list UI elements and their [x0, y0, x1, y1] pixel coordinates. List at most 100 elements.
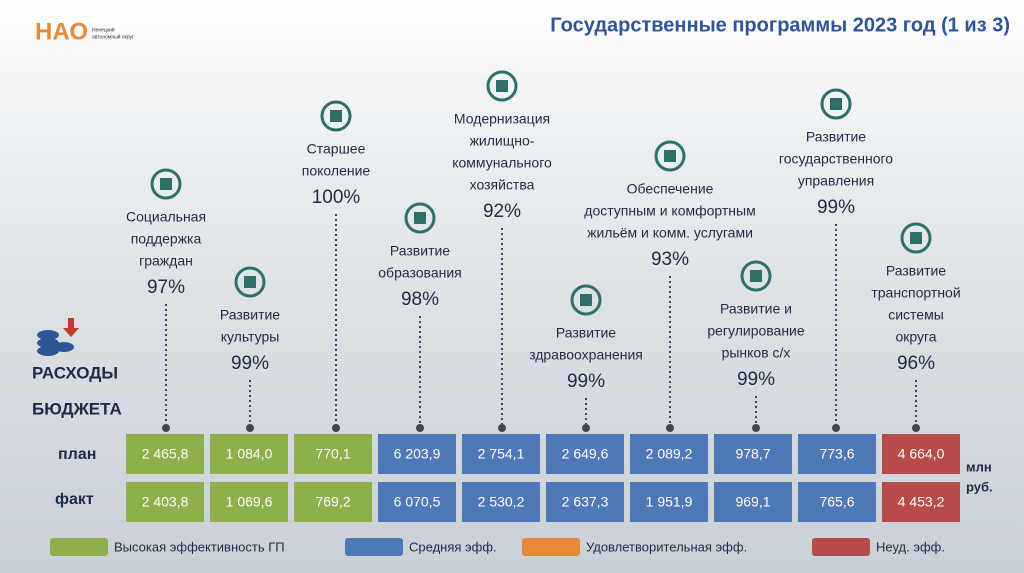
value-text: 770,1 [315, 446, 350, 462]
value-text: 6 203,9 [394, 446, 441, 462]
value-cell [546, 482, 624, 522]
leader-dot [832, 424, 840, 432]
value-cell [798, 434, 876, 474]
program-icon [160, 178, 172, 190]
value-cell [714, 434, 792, 474]
leader-dot [332, 424, 340, 432]
program-icon [414, 212, 426, 224]
value-cell [126, 434, 204, 474]
value-text: 2 403,8 [142, 494, 189, 510]
program-percent: 99% [817, 197, 855, 218]
value-text: 6 070,5 [394, 494, 441, 510]
program-name: доступным и комфортным [584, 203, 755, 219]
logo-subtitle: автономный округ [92, 33, 134, 40]
value-cell [378, 482, 456, 522]
program-percent: 100% [312, 187, 361, 208]
value-cell [798, 482, 876, 522]
program-percent: 99% [567, 371, 605, 392]
program-name: здравоохранения [529, 347, 643, 363]
leader-dot [246, 424, 254, 432]
value-text: 4 664,0 [898, 446, 945, 462]
program-icon [820, 88, 852, 120]
value-text: 765,6 [819, 494, 854, 510]
program-icon [496, 80, 508, 92]
program-name: Развитие [556, 325, 616, 341]
value-text: 2 089,2 [646, 446, 693, 462]
value-text: 2 649,6 [562, 446, 609, 462]
program-icon [740, 260, 772, 292]
program-icon [910, 232, 922, 244]
legend-swatch [345, 538, 403, 556]
program-icon [150, 168, 182, 200]
program-icon [664, 150, 676, 162]
program-name: Развитие [886, 263, 946, 279]
program-name: культуры [221, 329, 280, 345]
program-name: Развитие [806, 129, 866, 145]
program-name: поддержка [131, 231, 202, 247]
value-text: 1 951,9 [646, 494, 693, 510]
value-text: 2 465,8 [142, 446, 189, 462]
title: Государственные программы 2023 год (1 из… [550, 14, 1010, 36]
legend-label: Удовлетворительная эфф. [586, 539, 747, 554]
program-icon [330, 110, 342, 122]
unit: млн [966, 459, 992, 474]
program-name: хозяйства [470, 177, 535, 193]
program-name: коммунального [452, 155, 552, 171]
row-label: план [58, 446, 96, 463]
program-name: государственного [779, 151, 893, 167]
logo-mark: НАО [35, 18, 88, 45]
legend-swatch [812, 538, 870, 556]
program-name: системы [888, 307, 944, 323]
value-text: 1 069,6 [226, 494, 273, 510]
value-text: 769,2 [315, 494, 350, 510]
program-percent: 99% [737, 369, 775, 390]
row-label: факт [55, 491, 94, 508]
value-cell [462, 482, 540, 522]
leader-dot [498, 424, 506, 432]
program-name: поколение [302, 163, 371, 179]
program-icon [404, 202, 436, 234]
program-icon [900, 222, 932, 254]
program-name: округа [895, 329, 936, 345]
program-name: транспортной [871, 285, 960, 301]
program-icon [234, 266, 266, 298]
value-text: 969,1 [735, 494, 770, 510]
value-cell [210, 434, 288, 474]
budget-label: РАСХОДЫ [32, 363, 118, 382]
value-cell [294, 434, 372, 474]
program-percent: 96% [897, 353, 935, 374]
program-percent: 93% [651, 249, 689, 270]
logo-subtitle: Ненецкий [92, 26, 115, 33]
value-cell [126, 482, 204, 522]
value-cell [210, 482, 288, 522]
program-name: жильём и комм. услугами [587, 225, 753, 241]
leader-dot [912, 424, 920, 432]
program-name: рынков с/х [722, 345, 791, 361]
program-name: образования [378, 265, 461, 281]
leader-dot [162, 424, 170, 432]
leader-dot [666, 424, 674, 432]
value-text: 978,7 [735, 446, 770, 462]
legend-label: Средняя эфф. [409, 539, 497, 554]
program-icon [486, 70, 518, 102]
program-name: Развитие [220, 307, 280, 323]
program-icon [570, 284, 602, 316]
value-text: 773,6 [819, 446, 854, 462]
program-name: Социальная [126, 209, 206, 225]
value-cell [462, 434, 540, 474]
value-cell [882, 434, 960, 474]
budget-label: БЮДЖЕТА [32, 399, 122, 418]
value-text: 2 530,2 [478, 494, 525, 510]
program-icon [654, 140, 686, 172]
value-text: 1 084,0 [226, 446, 273, 462]
program-percent: 98% [401, 289, 439, 310]
unit: руб. [966, 479, 993, 494]
program-name: граждан [139, 253, 193, 269]
program-name: Развитие и [720, 301, 792, 317]
legend-swatch [522, 538, 580, 556]
value-cell [630, 434, 708, 474]
program-name: Модернизация [454, 111, 550, 127]
program-icon [750, 270, 762, 282]
value-text: 2 637,3 [562, 494, 609, 510]
